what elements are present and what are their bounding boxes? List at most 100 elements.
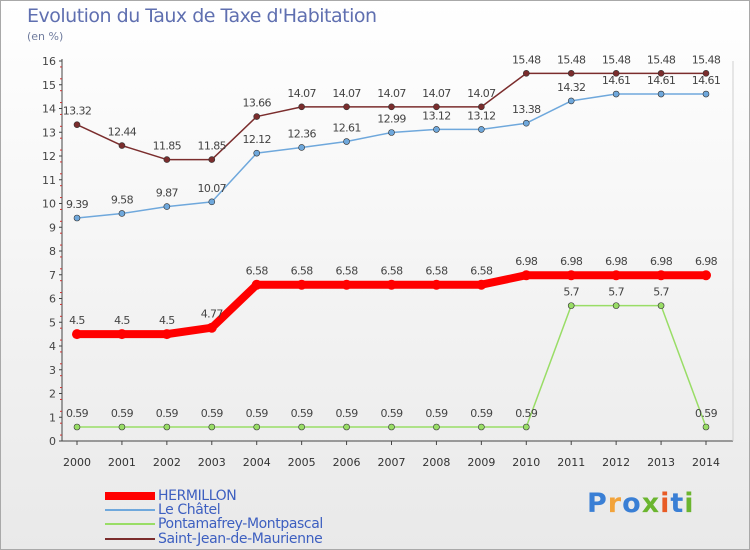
data-point — [72, 329, 82, 340]
data-point — [206, 322, 217, 333]
logo-letter: r — [607, 488, 623, 519]
logo-letter: o — [622, 488, 642, 519]
data-label: 11.85 — [153, 140, 182, 153]
x-tick-label: 2010 — [512, 456, 540, 469]
y-tick-label: 9 — [49, 221, 56, 234]
data-label: 6.58 — [336, 265, 359, 278]
data-point — [253, 149, 261, 157]
data-label: 14.07 — [287, 87, 316, 100]
data-point — [116, 329, 127, 340]
y-tick-label: 4 — [49, 340, 56, 353]
legend-item-saint-jean[interactable]: Saint-Jean-de-Maurienne — [105, 531, 323, 547]
data-point — [388, 103, 395, 111]
series-lines — [73, 72, 710, 428]
x-tick-label: 2005 — [288, 456, 316, 469]
data-label: 14.61 — [647, 74, 676, 87]
y-tick-label: 11 — [42, 174, 56, 187]
data-point — [612, 302, 620, 309]
legend-label-pontamafrey: Pontamafrey-Montpascal — [158, 516, 323, 532]
data-label: 14.32 — [557, 81, 586, 94]
legend-swatch-pontamafrey — [105, 523, 155, 525]
data-label: 12.44 — [108, 126, 137, 139]
data-label: 0.59 — [336, 407, 359, 420]
data-label: 0.59 — [425, 407, 448, 420]
data-label: 12.61 — [332, 122, 361, 135]
series-points — [72, 70, 711, 431]
legend-item-hermillon[interactable]: HERMILLON — [105, 488, 237, 504]
logo-letter: i — [660, 488, 671, 519]
legend-label-saint-jean: Saint-Jean-de-Maurienne — [158, 531, 323, 547]
data-label: 6.58 — [470, 265, 493, 278]
data-label: 0.59 — [201, 407, 224, 420]
data-label: 13.12 — [467, 109, 496, 122]
legend-swatch-hermillon — [105, 492, 155, 500]
data-point — [208, 156, 216, 163]
data-point — [521, 270, 532, 281]
y-tick-label: 14 — [42, 103, 56, 116]
data-point — [612, 70, 620, 77]
data-label: 12.99 — [377, 112, 406, 125]
data-label: 6.58 — [425, 265, 448, 278]
logo-letter: i — [684, 488, 695, 519]
data-point — [253, 113, 261, 120]
point-labels: 0.59 0.59 0.59 0.59 0.59 0.59 0.59 0.59 0.59 0.59… — [63, 53, 722, 420]
y-tick-label: 8 — [49, 245, 56, 258]
data-point — [163, 423, 171, 431]
data-label: 13.12 — [422, 109, 451, 122]
data-label: 14.07 — [377, 87, 406, 100]
legend-swatch-saint-jean — [105, 538, 155, 540]
x-tick-label: 2012 — [602, 456, 630, 469]
data-label: 6.98 — [560, 255, 583, 268]
data-point — [163, 156, 171, 163]
proxiti-logo[interactable]: Proxiti — [587, 488, 695, 519]
legend-item-pontamafrey[interactable]: Pontamafrey-Montpascal — [105, 516, 323, 532]
data-label: 6.98 — [650, 255, 673, 268]
data-point — [656, 270, 667, 281]
data-point — [478, 126, 485, 133]
data-label: 4.5 — [69, 314, 85, 327]
data-point — [701, 270, 711, 281]
data-label: 4.77 — [201, 308, 224, 321]
data-point — [567, 97, 575, 105]
data-point — [73, 214, 81, 222]
data-label: 12.36 — [287, 127, 316, 140]
x-tick-label: 2002 — [153, 456, 181, 469]
data-label: 12.12 — [242, 133, 271, 146]
logo-letter: t — [670, 488, 685, 519]
legend-label-hermillon: HERMILLON — [158, 488, 237, 504]
data-point — [567, 70, 575, 77]
data-point — [433, 423, 440, 431]
data-point — [433, 126, 440, 133]
data-label: 0.59 — [515, 407, 538, 420]
y-tick-label: 3 — [49, 364, 56, 377]
data-label: 14.61 — [692, 74, 721, 87]
legend-swatch-le-chatel — [105, 509, 155, 511]
data-point — [251, 279, 262, 290]
data-label: 14.07 — [467, 87, 496, 100]
legend-item-le-chatel[interactable]: Le Châtel — [105, 502, 221, 518]
y-tick-label: 12 — [42, 150, 56, 163]
x-tick-label: 2007 — [378, 456, 406, 469]
legend-label-le-chatel: Le Châtel — [158, 502, 221, 518]
data-point — [298, 423, 305, 431]
data-label: 6.58 — [291, 265, 314, 278]
x-tick-label: 2004 — [243, 456, 271, 469]
data-label: 4.5 — [114, 314, 130, 327]
y-tick-label: 2 — [49, 388, 56, 401]
data-label: 13.32 — [63, 105, 92, 118]
data-point — [702, 70, 710, 77]
y-tick-label: 16 — [42, 55, 56, 68]
data-point — [73, 423, 81, 431]
x-tick-label: 2000 — [63, 456, 91, 469]
data-point — [208, 198, 216, 206]
x-tick-label: 2011 — [557, 456, 585, 469]
data-label: 6.58 — [246, 265, 269, 278]
data-label: 0.59 — [695, 407, 718, 420]
data-label: 0.59 — [246, 407, 269, 420]
x-tick-label: 2003 — [198, 456, 226, 469]
data-point — [657, 90, 665, 98]
data-label: 5.7 — [653, 286, 669, 299]
data-point — [118, 142, 126, 149]
